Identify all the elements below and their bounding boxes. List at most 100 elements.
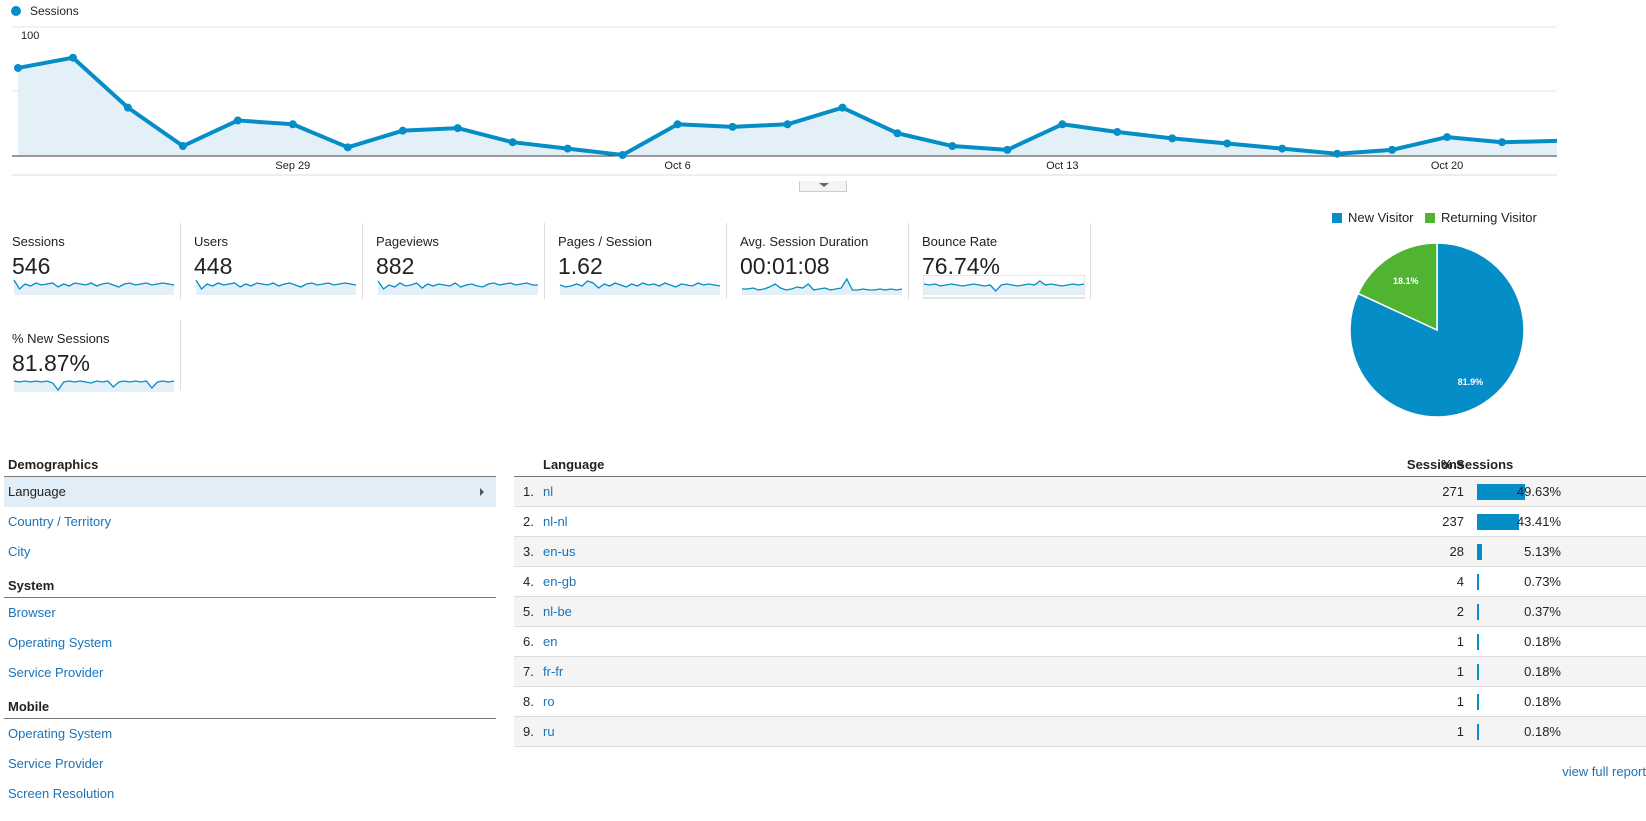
- row-index: 1.: [523, 484, 534, 499]
- legend-label-sessions: Sessions: [30, 4, 79, 18]
- nav-item-label: City: [8, 544, 31, 559]
- data-point[interactable]: [563, 144, 572, 153]
- chart-collapse-toggle[interactable]: [799, 181, 847, 192]
- nav-item-operating-system[interactable]: Operating System: [4, 628, 496, 658]
- language-link[interactable]: ro: [543, 694, 555, 709]
- data-point[interactable]: [398, 126, 407, 135]
- data-point[interactable]: [1443, 133, 1452, 142]
- data-point[interactable]: [1278, 144, 1287, 153]
- language-link[interactable]: en-us: [543, 544, 576, 559]
- data-point[interactable]: [288, 120, 297, 129]
- table-row: 2. nl-nl 237 43.41%: [514, 507, 1646, 537]
- pct-value: 0.18%: [1524, 664, 1561, 679]
- data-point[interactable]: [178, 142, 187, 151]
- metric-label: Sessions: [12, 234, 65, 249]
- nav-item-label: Operating System: [8, 635, 113, 650]
- data-point[interactable]: [948, 142, 957, 151]
- data-point[interactable]: [453, 124, 462, 133]
- data-point[interactable]: [508, 138, 517, 147]
- language-link[interactable]: nl: [543, 484, 554, 499]
- nav-item-city[interactable]: City: [4, 537, 496, 567]
- table-row: 3. en-us 28 5.13%: [514, 537, 1646, 567]
- language-link[interactable]: fr-fr: [543, 664, 564, 679]
- metric-tile[interactable]: Sessions 546: [0, 223, 181, 299]
- data-point[interactable]: [618, 151, 627, 159]
- visitor-type-pie: 81.9% 18.1%: [1350, 243, 1525, 418]
- data-point[interactable]: [838, 103, 847, 112]
- metric-value: 81.87%: [12, 350, 91, 376]
- data-point[interactable]: [1498, 138, 1507, 147]
- pct-value: 0.37%: [1524, 604, 1561, 619]
- nav-item-language[interactable]: Language: [4, 477, 496, 507]
- sessions-value: 28: [1449, 544, 1464, 559]
- data-point[interactable]: [1333, 149, 1342, 158]
- language-link[interactable]: nl-be: [543, 604, 572, 619]
- language-link[interactable]: en: [543, 634, 558, 649]
- data-point[interactable]: [1058, 120, 1067, 129]
- metric-tile[interactable]: Avg. Session Duration 00:01:08: [728, 223, 909, 299]
- column-header-pct-sessions[interactable]: % Sessions: [1441, 457, 1514, 472]
- divider: [514, 476, 1646, 477]
- data-point[interactable]: [783, 120, 792, 129]
- metric-label: % New Sessions: [12, 331, 110, 346]
- pct-bar: [1477, 604, 1479, 620]
- pie-slice[interactable]: [1357, 243, 1438, 332]
- nav-item-screen-resolution[interactable]: Screen Resolution: [4, 779, 496, 809]
- legend-returning-visitor: Returning Visitor: [1425, 210, 1537, 225]
- data-point[interactable]: [123, 103, 132, 112]
- language-link[interactable]: en-gb: [543, 574, 577, 589]
- metric-tile[interactable]: % New Sessions 81.87%: [0, 320, 181, 392]
- nav-item-mobile-service-provider[interactable]: Service Provider: [4, 749, 496, 779]
- nav-item-mobile-operating-system[interactable]: Operating System: [4, 719, 496, 749]
- legend-new-visitor: New Visitor: [1332, 210, 1414, 225]
- nav-item-label: Country / Territory: [8, 514, 112, 529]
- table-row: 4. en-gb 4 0.73%: [514, 567, 1646, 597]
- data-point[interactable]: [68, 53, 77, 62]
- data-point[interactable]: [1388, 145, 1397, 154]
- data-point[interactable]: [1113, 127, 1122, 136]
- language-link[interactable]: nl-nl: [543, 514, 568, 529]
- table-row: 1. nl 271 49.63%: [514, 477, 1646, 507]
- nav-item-country[interactable]: Country / Territory: [4, 507, 496, 537]
- column-header-sessions[interactable]: Sessions: [1406, 457, 1464, 472]
- pie-slice[interactable]: [1350, 243, 1525, 418]
- data-point[interactable]: [893, 129, 902, 138]
- y-tick-label: 100: [21, 30, 39, 42]
- metric-tile[interactable]: Bounce Rate 76.74%: [910, 223, 1091, 299]
- data-point[interactable]: [1003, 145, 1012, 154]
- data-point[interactable]: [1223, 139, 1232, 148]
- nav-item-label: Language: [8, 484, 66, 499]
- nav-item-label: Browser: [8, 605, 56, 620]
- pct-value: 0.18%: [1524, 724, 1561, 739]
- data-point[interactable]: [673, 120, 682, 129]
- language-link[interactable]: ru: [543, 724, 555, 739]
- pct-bar: [1477, 724, 1479, 740]
- nav-item-service-provider[interactable]: Service Provider: [4, 658, 496, 688]
- metric-label: Pageviews: [376, 234, 439, 249]
- metric-tile[interactable]: Users 448: [182, 223, 363, 299]
- chevron-right-icon: [480, 488, 484, 496]
- divider: [4, 597, 496, 598]
- x-tick-label: Oct 13: [1046, 160, 1078, 172]
- row-index: 9.: [523, 724, 534, 739]
- data-point[interactable]: [14, 63, 22, 72]
- data-point[interactable]: [728, 122, 737, 131]
- sessions-value: 4: [1456, 574, 1464, 589]
- metric-tile[interactable]: Pages / Session 1.62: [546, 223, 727, 299]
- nav-item-label: Service Provider: [8, 756, 104, 771]
- data-point[interactable]: [233, 116, 242, 125]
- metric-label: Avg. Session Duration: [740, 234, 869, 249]
- metric-value: 882: [376, 253, 415, 279]
- metric-value: 546: [12, 253, 51, 279]
- view-full-report-link[interactable]: view full report: [1562, 764, 1646, 779]
- metric-tile[interactable]: Pageviews 882: [364, 223, 545, 299]
- legend-swatch-new-visitor: [1332, 213, 1342, 223]
- data-point[interactable]: [1168, 134, 1177, 143]
- pct-value: 5.13%: [1524, 544, 1561, 559]
- nav-heading-system: System: [8, 578, 55, 593]
- table-row: 8. ro 1 0.18%: [514, 687, 1646, 717]
- sparkline: [559, 280, 721, 295]
- x-tick-label: Oct 6: [664, 160, 690, 172]
- data-point[interactable]: [343, 143, 352, 152]
- nav-item-browser[interactable]: Browser: [4, 598, 496, 628]
